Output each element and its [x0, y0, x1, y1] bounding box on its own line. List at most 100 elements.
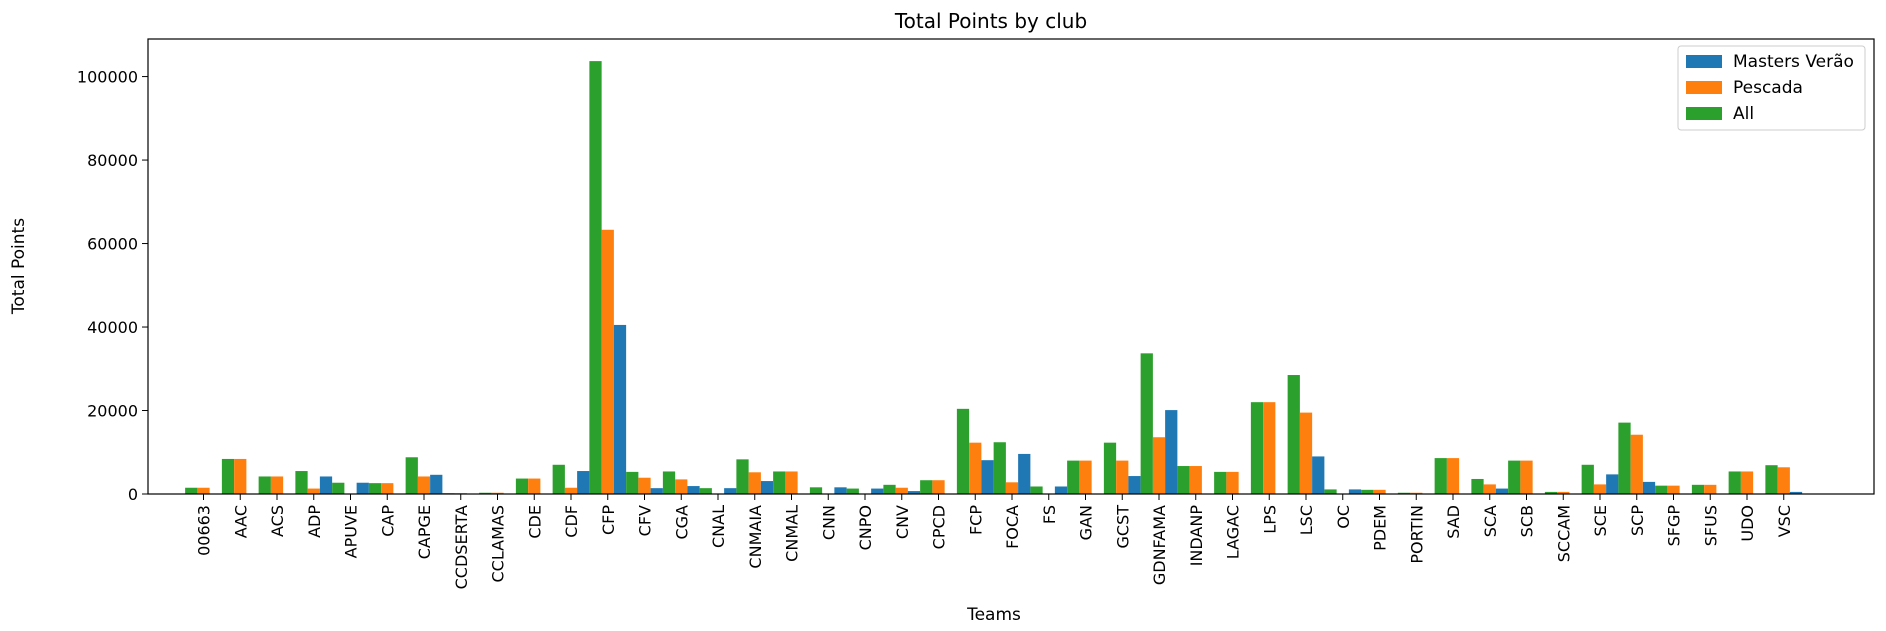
x-tick-label: FOCA [1003, 505, 1022, 549]
bar-scp-masters-ver-o [1642, 481, 1656, 494]
x-tick-label: PORTIN [1407, 505, 1426, 564]
bar-cfv-masters-ver-o [650, 488, 663, 494]
bar-acs-all [258, 476, 271, 494]
bar-lps-all [1250, 402, 1264, 494]
bar-cnpo-masters-ver-o [871, 488, 884, 494]
bar-fs-masters-ver-o [1054, 486, 1068, 494]
bar-gdnfama-masters-ver-o [1165, 410, 1178, 494]
bar-cnmaia-all [736, 459, 749, 494]
bar-cfp-all [589, 61, 602, 495]
bar-adp-masters-ver-o [319, 476, 333, 494]
bar-sfgp-pescada [1667, 485, 1680, 494]
x-tick-label: CNPO [856, 505, 875, 550]
x-tick-label: AAC [231, 505, 250, 538]
bar-fcp-all [956, 408, 970, 494]
bar-cnn-all [809, 487, 823, 494]
bar-sca-all [1471, 478, 1484, 494]
bar-lsc-all [1287, 375, 1300, 494]
bar-cde-pescada [528, 478, 541, 494]
x-tick-label: FS [1040, 505, 1059, 524]
bar-sad-all [1434, 458, 1447, 494]
bar-cga-all [662, 471, 676, 494]
bar-scb-pescada [1520, 460, 1533, 494]
bar-capge-pescada [417, 476, 431, 494]
x-axis-title: Teams [966, 605, 1021, 625]
x-tick-label: LAGAC [1224, 505, 1243, 559]
bar-cfv-all [626, 471, 639, 494]
x-tick-label: LPS [1260, 505, 1279, 534]
bar-gdnfama-pescada [1152, 437, 1166, 494]
bar-foca-masters-ver-o [1018, 453, 1031, 494]
bar-00663-pescada [197, 487, 210, 494]
bar-cnv-masters-ver-o [907, 491, 921, 494]
x-tick-label: LSC [1297, 505, 1316, 535]
bar-udo-pescada [1740, 471, 1754, 494]
bar-sfgp-all [1655, 485, 1668, 494]
bar-sfus-pescada [1704, 484, 1717, 494]
x-tick-label: CAPGE [415, 505, 434, 559]
bar-fcp-pescada [969, 442, 982, 494]
bar-acs-pescada [270, 476, 284, 494]
x-tick-label: SAD [1444, 505, 1463, 539]
bar-cpcd-pescada [932, 480, 945, 494]
legend-box [1677, 45, 1866, 131]
bars-layer [185, 61, 1803, 495]
x-tick-label: CFV [636, 505, 655, 536]
bar-lps-pescada [1263, 402, 1276, 494]
bar-vsc-pescada [1777, 467, 1790, 494]
bar-lagac-all [1214, 471, 1227, 494]
x-tick-label: VSC [1775, 505, 1794, 537]
legend-swatch [1686, 81, 1722, 94]
legend-label: Pescada [1733, 78, 1803, 98]
bar-adp-all [295, 471, 308, 494]
legend-swatch [1686, 107, 1722, 120]
bar-gcst-masters-ver-o [1128, 476, 1141, 494]
legend: Masters Verão Pescada All [1677, 45, 1866, 131]
bar-sce-masters-ver-o [1606, 474, 1619, 494]
bar-aac-all [221, 458, 235, 494]
legend-label: All [1733, 104, 1754, 124]
x-tick-label: INDANP [1187, 505, 1206, 567]
x-tick-label: CCLAMAS [489, 505, 508, 582]
chart-title: Total Points by club [894, 9, 1087, 33]
bar-00663-all [185, 487, 198, 494]
legend-swatch [1686, 55, 1722, 68]
bar-sfus-all [1691, 484, 1705, 494]
bar-cfv-pescada [638, 477, 651, 494]
y-tick-label: 20000 [87, 402, 138, 421]
bar-capge-masters-ver-o [430, 474, 443, 494]
bar-vsc-all [1765, 465, 1778, 494]
bar-sca-masters-ver-o [1495, 488, 1509, 494]
bar-sccam-all [1544, 491, 1558, 494]
bar-sad-pescada [1446, 458, 1460, 494]
x-tick-label: 00663 [195, 505, 214, 556]
bar-cfp-masters-ver-o [613, 324, 627, 494]
bar-scp-all [1618, 422, 1631, 494]
bar-cdf-all [552, 464, 565, 494]
bar-cde-all [515, 478, 529, 494]
bar-cpcd-all [920, 480, 933, 494]
y-tick-label: 60000 [87, 235, 138, 254]
bar-vsc-masters-ver-o [1789, 491, 1803, 494]
x-tick-label: UDO [1738, 505, 1757, 542]
bar-apuve-masters-ver-o [356, 482, 369, 494]
x-axis: 00663 AAC ACS ADP APUVE CAP CAPGE CCDSERTA CCLAM… [195, 494, 1794, 589]
x-tick-label: GDNFAMA [1150, 505, 1169, 585]
bar-cnal-all [699, 488, 712, 494]
x-tick-label: SFGP [1665, 505, 1684, 547]
y-axis-title: Total Points [9, 218, 29, 315]
bar-scp-pescada [1630, 434, 1643, 494]
bar-cnv-all [883, 484, 896, 494]
bar-aac-pescada [234, 458, 247, 494]
x-tick-label: SCA [1481, 505, 1500, 537]
bar-pdem-pescada [1373, 489, 1386, 494]
x-tick-label: ACS [268, 505, 287, 537]
x-tick-label: CNV [893, 505, 912, 539]
x-tick-label: OC [1334, 505, 1353, 529]
bar-cnmal-all [773, 471, 786, 494]
bar-sca-pescada [1483, 484, 1496, 494]
bar-capge-all [405, 457, 418, 494]
bar-gan-pescada [1079, 460, 1092, 494]
x-tick-label: CDE [525, 505, 544, 539]
bar-lsc-pescada [1299, 412, 1313, 494]
